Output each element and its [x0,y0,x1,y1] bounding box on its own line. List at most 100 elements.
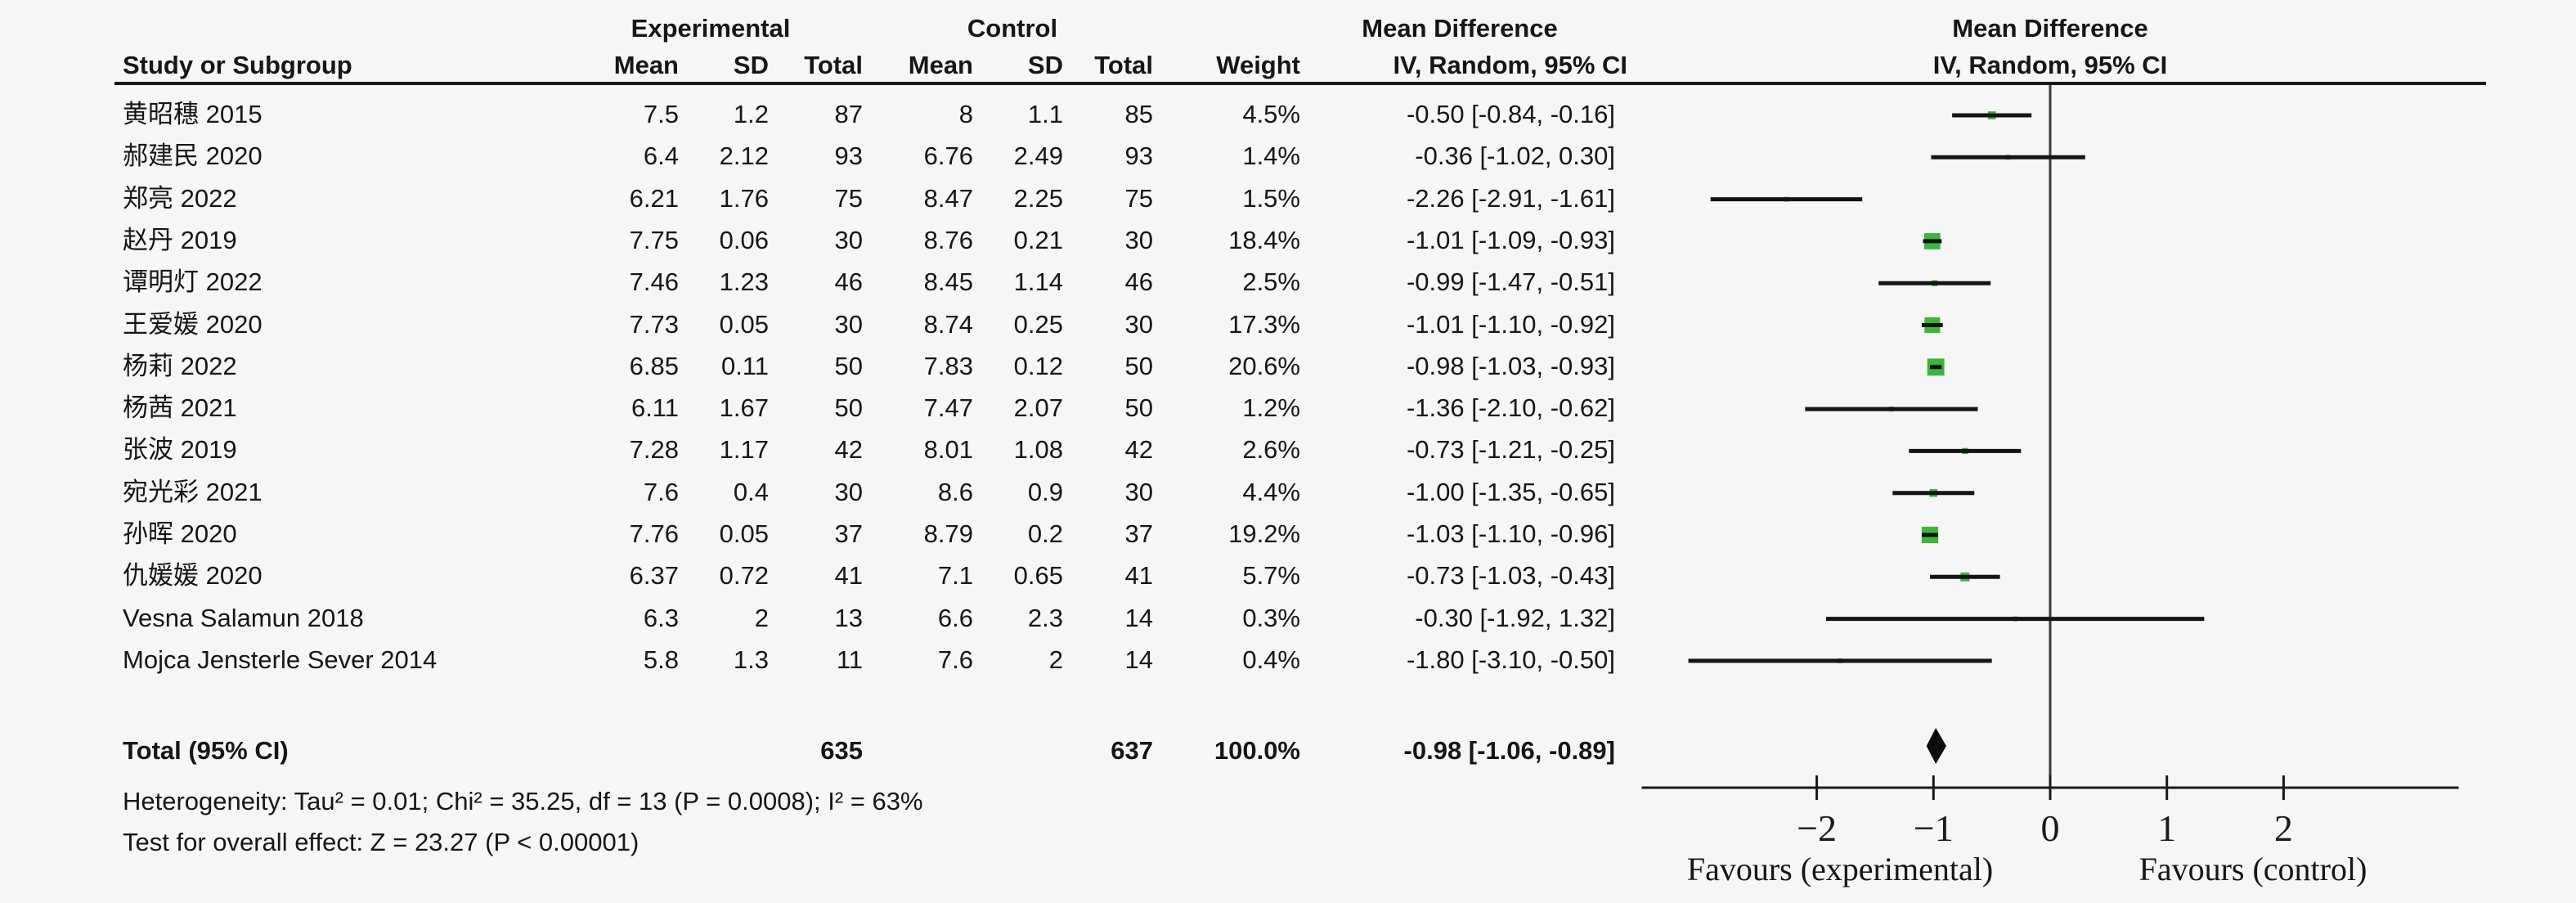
ctrl-sd-value: 2.25 [1013,183,1063,213]
column-group-mean-difference-plot: Mean Difference [1952,14,2148,43]
ctrl-total-value: 14 [1124,603,1153,632]
total-ci-text: -0.98 [-1.06, -0.89] [1403,736,1615,765]
study-name: 郝建民 2020 [123,142,263,171]
ctrl-mean-value: 8 [958,100,973,128]
study-name: 赵丹 2019 [123,225,237,254]
study-name: 郑亮 2022 [123,183,237,213]
exp-sd-value: 0.05 [719,519,769,548]
weight-value: 4.4% [1242,477,1300,506]
column-header-study: Study or Subgroup [123,51,352,79]
column-header-exp-sd: SD [733,51,769,79]
exp-total-value: 93 [834,142,863,171]
column-header-ci-plot: IV, Random, 95% CI [1932,51,2168,79]
exp-mean-value: 7.6 [643,477,679,506]
study-name: Vesna Salamun 2018 [123,603,364,632]
exp-mean-value: 7.28 [629,435,679,465]
ctrl-sd-value: 1.08 [1013,435,1063,465]
ctrl-sd-value: 2.3 [1027,603,1063,632]
exp-mean-value: 7.46 [629,267,679,297]
ctrl-mean-value: 7.47 [923,393,973,423]
weight-value: 1.2% [1242,393,1300,423]
ctrl-sd-value: 0.21 [1013,225,1063,254]
ctrl-sd-value: 2.07 [1013,393,1063,423]
ci-value-text: -1.00 [-1.35, -0.65] [1406,477,1615,506]
ctrl-total-value: 30 [1124,477,1153,506]
exp-mean-value: 6.3 [643,603,679,632]
axis-tick-label: 2 [2274,807,2293,849]
study-name: 仇媛媛 2020 [123,561,263,591]
exp-total-value: 37 [834,519,863,548]
ctrl-total-value: 50 [1124,351,1153,380]
heterogeneity-stats: Heterogeneity: Tau² = 0.01; Chi² = 35.25… [123,787,923,815]
exp-total-value: 75 [834,183,863,213]
ctrl-sd-value: 1.14 [1013,267,1063,297]
axis-tick-label: −1 [1914,807,1954,849]
ctrl-mean-value: 6.6 [937,603,973,632]
summary-diamond [1926,728,1946,764]
weight-value: 18.4% [1228,225,1300,254]
exp-mean-value: 7.73 [629,309,679,339]
ctrl-mean-value: 7.1 [937,561,973,591]
total-exp-n: 635 [820,736,863,765]
exp-sd-value: 0.11 [720,351,769,380]
exp-sd-value: 1.3 [733,645,769,674]
exp-sd-value: 1.76 [719,183,769,213]
ctrl-mean-value: 7.83 [923,351,973,380]
ctrl-total-value: 41 [1124,561,1153,591]
favours-control-label: Favours (control) [2138,851,2367,887]
exp-total-value: 30 [834,477,863,506]
ci-value-text: -1.01 [-1.09, -0.93] [1406,225,1615,254]
ctrl-total-value: 42 [1124,435,1153,465]
exp-total-value: 13 [834,603,863,632]
ctrl-total-value: 50 [1124,393,1153,423]
exp-mean-value: 6.4 [643,142,679,171]
study-name: 宛光彩 2021 [123,477,263,506]
axis-tick-label: 1 [2157,807,2176,849]
weight-value: 1.4% [1242,142,1300,171]
ctrl-sd-value: 0.9 [1027,477,1063,506]
ctrl-total-value: 14 [1124,645,1153,674]
exp-sd-value: 0.72 [719,561,769,591]
weight-value: 2.5% [1242,267,1300,297]
ci-value-text: -0.73 [-1.03, -0.43] [1406,561,1615,591]
exp-total-value: 50 [834,351,863,380]
total-row-label: Total (95% CI) [123,736,289,765]
ctrl-sd-value: 0.25 [1013,309,1063,339]
ci-value-text: -1.80 [-3.10, -0.50] [1406,645,1615,674]
column-header-exp-total: Total [804,51,863,79]
study-name: 杨茜 2021 [123,393,237,423]
weight-value: 1.5% [1242,183,1300,213]
exp-sd-value: 1.67 [719,393,769,423]
weight-value: 19.2% [1228,519,1300,548]
total-weight: 100.0% [1214,736,1300,765]
ctrl-sd-value: 0.2 [1027,519,1063,548]
header-rule [114,82,2486,85]
ctrl-sd-value: 2 [1048,645,1063,674]
ctrl-total-value: 93 [1124,142,1153,171]
exp-mean-value: 7.75 [629,225,679,254]
ci-value-text: -0.50 [-0.84, -0.16] [1406,100,1615,128]
weight-value: 4.5% [1242,100,1300,128]
column-header-ctrl-mean: Mean [908,51,973,79]
ci-value-text: -1.03 [-1.10, -0.96] [1406,519,1615,548]
ctrl-mean-value: 8.01 [923,435,973,465]
axis-tick-label: 0 [2041,807,2060,849]
exp-sd-value: 2 [754,603,769,632]
column-header-ctrl-sd: SD [1027,51,1063,79]
study-name: 张波 2019 [123,435,237,465]
favours-experimental-label: Favours (experimental) [1686,851,1994,887]
ctrl-total-value: 85 [1124,100,1153,128]
exp-total-value: 30 [834,309,863,339]
ctrl-total-value: 75 [1124,183,1153,213]
ci-value-text: -0.30 [-1.92, 1.32] [1415,603,1615,632]
ctrl-mean-value: 6.76 [923,142,973,171]
axis-tick-label: −2 [1797,807,1837,849]
exp-sd-value: 0.05 [719,309,769,339]
ctrl-total-value: 46 [1124,267,1153,297]
ctrl-sd-value: 1.1 [1027,100,1063,128]
exp-sd-value: 1.17 [719,435,769,465]
exp-sd-value: 0.4 [733,477,769,506]
column-group-control: Control [967,14,1058,43]
